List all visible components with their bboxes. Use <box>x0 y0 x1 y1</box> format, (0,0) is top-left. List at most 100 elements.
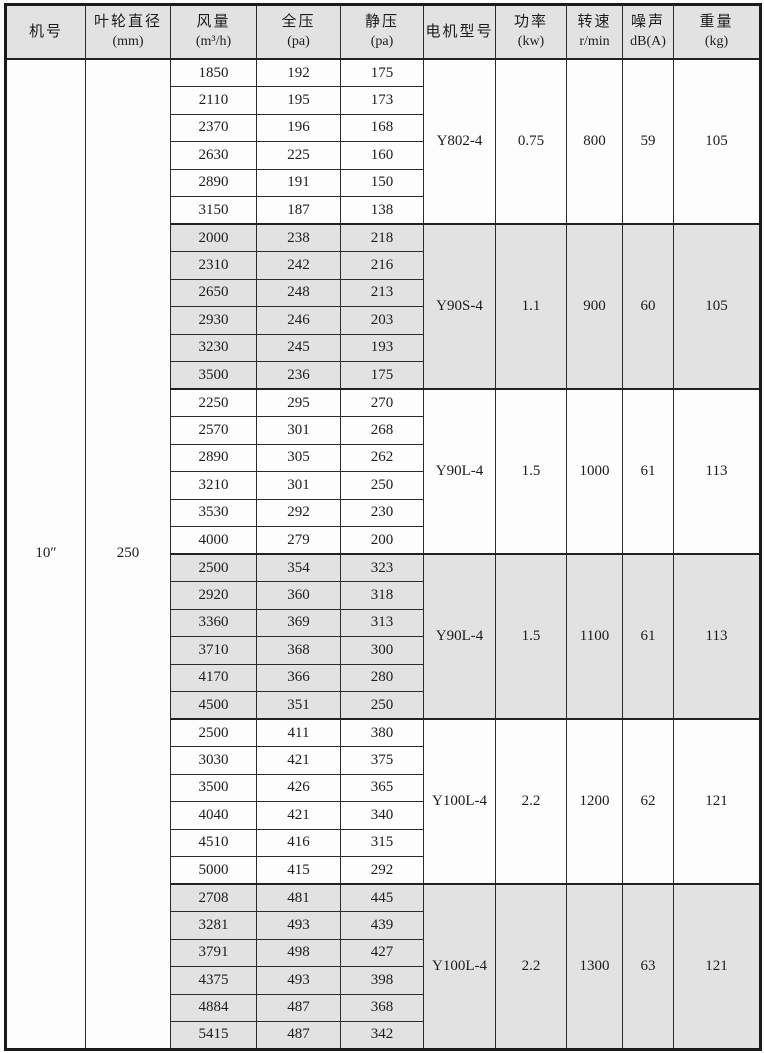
table-row: 5000 415 292 <box>6 856 761 885</box>
col-header-total-pressure-unit: (pa) <box>287 34 310 50</box>
cell-static-pressure: 323 <box>340 553 424 582</box>
table-row: 2250 295 270 Y90L-4 1.5 1000 61 113 <box>6 388 761 555</box>
cell-total-pressure: 369 <box>256 608 341 637</box>
cell-air-volume: 4170 <box>170 663 257 692</box>
table-row: 3791 498 427 <box>6 938 761 967</box>
cell-air-volume: 3030 <box>170 746 257 775</box>
table-row: 2630 225 160 <box>6 141 761 170</box>
cell-total-pressure: 301 <box>256 416 341 445</box>
cell-static-pressure: 262 <box>340 443 424 472</box>
cell-air-volume: 4500 <box>170 691 257 720</box>
cell-air-volume: 2110 <box>170 86 257 115</box>
table-row: 5415 487 342 <box>6 1021 761 1050</box>
cell-static-pressure: 270 <box>340 388 424 417</box>
col-header-power-unit: (kw) <box>517 34 545 50</box>
cell-total-pressure: 292 <box>256 498 341 527</box>
cell-air-volume: 2570 <box>170 416 257 445</box>
cell-total-pressure: 360 <box>256 581 341 610</box>
cell-air-volume: 2930 <box>170 306 257 335</box>
cell-air-volume: 2630 <box>170 141 257 170</box>
cell-static-pressure: 138 <box>340 196 424 225</box>
cell-total-pressure: 366 <box>256 663 341 692</box>
cell-total-pressure: 192 <box>256 58 341 87</box>
cell-speed: 1000 <box>566 388 623 555</box>
cell-static-pressure: 427 <box>340 938 424 967</box>
cell-total-pressure: 195 <box>256 86 341 115</box>
cell-total-pressure: 498 <box>256 938 341 967</box>
col-header-noise-unit: dB(A) <box>630 34 666 50</box>
cell-total-pressure: 279 <box>256 526 341 555</box>
table-row: 4040 421 340 <box>6 801 761 830</box>
col-header-weight-label: 重量 <box>699 14 734 31</box>
cell-weight: 121 <box>673 718 761 885</box>
cell-static-pressure: 368 <box>340 993 424 1022</box>
col-header-static-pressure-unit: (pa) <box>370 34 394 50</box>
cell-total-pressure: 421 <box>256 746 341 775</box>
cell-total-pressure: 238 <box>256 223 341 252</box>
cell-air-volume: 2370 <box>170 113 257 142</box>
cell-speed: 800 <box>566 58 623 225</box>
cell-static-pressure: 300 <box>340 636 424 665</box>
cell-total-pressure: 481 <box>256 883 341 912</box>
cell-air-volume: 3281 <box>170 911 257 940</box>
cell-power: 1.5 <box>495 553 567 720</box>
cell-air-volume: 2250 <box>170 388 257 417</box>
cell-static-pressure: 315 <box>340 828 424 857</box>
cell-motor-model: Y100L-4 <box>423 883 496 1050</box>
cell-noise: 63 <box>622 883 674 1050</box>
cell-motor-model: Y802-4 <box>423 58 496 225</box>
cell-air-volume: 2310 <box>170 251 257 280</box>
cell-total-pressure: 305 <box>256 443 341 472</box>
table-row: 4500 351 250 <box>6 691 761 720</box>
col-header-machine-no: 机号 <box>5 4 86 60</box>
cell-speed: 1300 <box>566 883 623 1050</box>
cell-air-volume: 2500 <box>170 553 257 582</box>
cell-static-pressure: 342 <box>340 1021 424 1050</box>
col-header-speed-unit: r/min <box>579 34 610 50</box>
cell-motor-model: Y90S-4 <box>423 223 496 390</box>
table-row: 3500 236 175 <box>6 361 761 390</box>
table-row: 2110 195 173 <box>6 86 761 115</box>
cell-total-pressure: 236 <box>256 361 341 390</box>
cell-static-pressure: 230 <box>340 498 424 527</box>
cell-total-pressure: 415 <box>256 856 341 885</box>
cell-air-volume: 3360 <box>170 608 257 637</box>
table-row: 2310 242 216 <box>6 251 761 280</box>
cell-air-volume: 3530 <box>170 498 257 527</box>
col-header-motor-model: 电机型号 <box>423 4 496 60</box>
table-row: 10″ 250 1850 192 175 Y802-4 0.75 800 59 105 <box>5 58 761 1050</box>
fan-spec-table: 机号 叶轮直径 (mm) 风量 (m³/h) 全压 (pa) 静压 (pa) <box>4 3 762 1051</box>
cell-power: 1.5 <box>495 388 567 555</box>
col-header-total-pressure-label: 全压 <box>281 14 316 31</box>
col-header-weight: 重量 (kg) <box>673 4 761 60</box>
cell-air-volume: 3150 <box>170 196 257 225</box>
cell-total-pressure: 487 <box>256 1021 341 1050</box>
cell-static-pressure: 203 <box>340 306 424 335</box>
cell-total-pressure: 248 <box>256 278 341 307</box>
cell-static-pressure: 268 <box>340 416 424 445</box>
cell-total-pressure: 351 <box>256 691 341 720</box>
cell-static-pressure: 398 <box>340 966 424 995</box>
cell-total-pressure: 245 <box>256 333 341 362</box>
table-row: 3360 369 313 <box>6 608 761 637</box>
table-row: 3710 368 300 <box>6 636 761 665</box>
cell-impeller-diameter: 250 <box>85 58 171 1050</box>
table-row: 2370 196 168 <box>6 113 761 142</box>
cell-air-volume: 4000 <box>170 526 257 555</box>
table-row: 3150 187 138 <box>6 196 761 225</box>
cell-noise: 61 <box>622 553 674 720</box>
cell-air-volume: 3230 <box>170 333 257 362</box>
table-header-row: 机号 叶轮直径 (mm) 风量 (m³/h) 全压 (pa) 静压 (pa) <box>5 4 761 60</box>
cell-air-volume: 2890 <box>170 168 257 197</box>
cell-speed: 1100 <box>566 553 623 720</box>
cell-noise: 61 <box>622 388 674 555</box>
cell-total-pressure: 246 <box>256 306 341 335</box>
cell-static-pressure: 318 <box>340 581 424 610</box>
col-header-static-pressure: 静压 (pa) <box>340 4 424 60</box>
cell-power: 1.1 <box>495 223 567 390</box>
cell-static-pressure: 213 <box>340 278 424 307</box>
cell-static-pressure: 250 <box>340 471 424 500</box>
col-header-speed-label: 转速 <box>577 14 612 31</box>
cell-air-volume: 3210 <box>170 471 257 500</box>
table-row: 4000 279 200 <box>6 526 761 555</box>
